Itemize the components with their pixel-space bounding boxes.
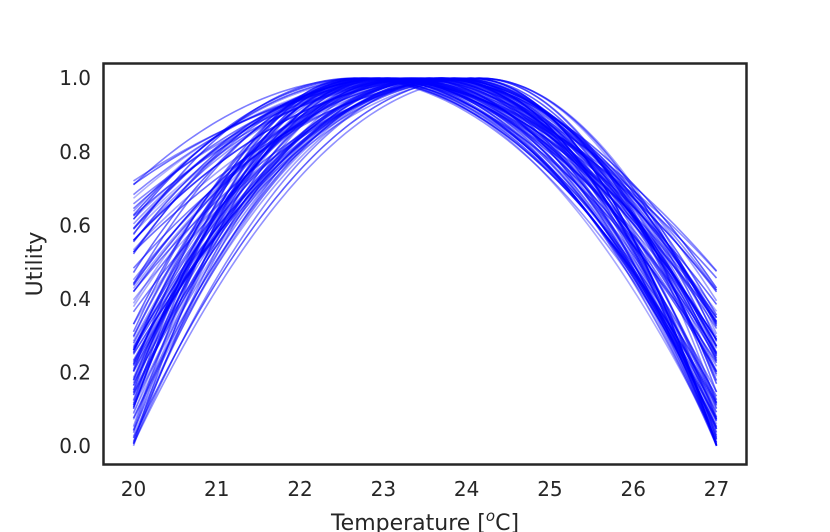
x-axis-label: Temperature [oC] [330, 507, 519, 532]
x-tick-label: 20 [121, 477, 146, 501]
y-tick-label: 0.0 [59, 434, 91, 458]
x-tick-label: 26 [620, 477, 645, 501]
utility-curve [132, 77, 718, 415]
x-tick-labels: 20 21 22 23 24 25 26 27 [121, 477, 729, 501]
y-tick-label: 0.2 [59, 361, 91, 385]
utility-curve [132, 77, 718, 447]
x-tick-label: 23 [371, 477, 396, 501]
x-tick-label: 22 [287, 477, 312, 501]
utility-curve [132, 77, 718, 319]
plot-frame [102, 62, 748, 466]
utility-curve [132, 77, 718, 444]
utility-curve [132, 77, 718, 430]
y-tick-labels: 0.0 0.2 0.4 0.6 0.8 1.0 [59, 66, 91, 458]
utility-curves [132, 77, 718, 447]
y-tick-label: 0.6 [59, 213, 91, 237]
x-tick-label: 25 [537, 477, 562, 501]
y-tick-label: 0.4 [59, 287, 91, 311]
x-tick-label: 27 [704, 477, 729, 501]
x-tick-label: 21 [204, 477, 229, 501]
utility-curve [132, 77, 718, 445]
x-tick-label: 24 [454, 477, 479, 501]
utility-curve [132, 77, 718, 404]
y-tick-label: 1.0 [59, 66, 91, 90]
utility-curve [132, 77, 718, 439]
utility-curve [132, 77, 718, 384]
utility-curve [132, 77, 718, 391]
utility-curve [132, 77, 718, 420]
y-tick-label: 0.8 [59, 140, 91, 164]
y-axis-label: Utility [23, 232, 48, 297]
